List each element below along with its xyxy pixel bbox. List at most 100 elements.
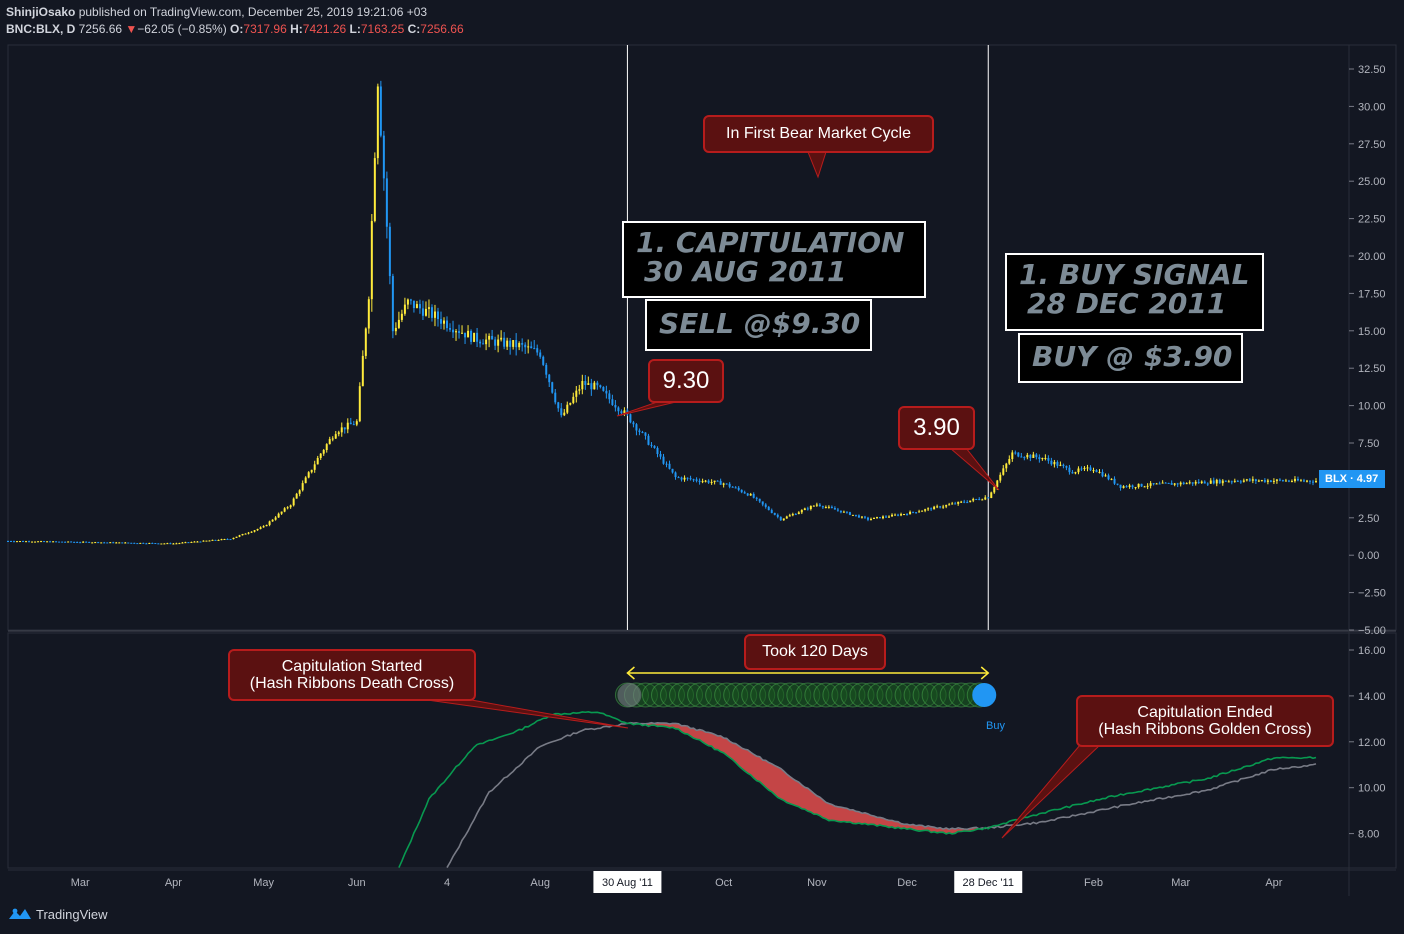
candle-body: [34, 541, 37, 543]
candle-body: [100, 542, 103, 544]
symbol-label[interactable]: BNC:BLX, D: [6, 22, 76, 36]
candle-body: [1080, 468, 1083, 470]
candle-body: [719, 480, 722, 485]
date-highlight-box: [954, 871, 1023, 893]
candle-body: [364, 328, 367, 356]
candle-body: [590, 383, 593, 390]
candle-body: [888, 516, 891, 518]
publish-info: ShinjiOsako published on TradingView.com…: [6, 4, 464, 21]
candle-body: [827, 506, 830, 508]
candle-body: [632, 422, 635, 425]
price-390-pointer: [948, 447, 1000, 491]
candle-body: [1053, 461, 1056, 465]
candle-body: [1155, 483, 1158, 485]
cap-ended-pointer: [1001, 744, 1102, 839]
candle-body: [55, 541, 58, 543]
candle-body: [232, 537, 235, 540]
capitulation-box[interactable]: 1. CAPITULATION 30 AUG 2011: [622, 221, 926, 298]
candle-body: [1101, 471, 1104, 477]
candle-body: [903, 514, 906, 516]
time-tick-label: Oct: [715, 877, 732, 889]
buy-marker-label: Buy: [986, 720, 1005, 732]
candle-body: [1182, 482, 1185, 484]
candle-body: [698, 480, 701, 482]
candle-body: [373, 158, 376, 222]
capitulation-dot: [831, 682, 857, 708]
candle-body: [379, 86, 382, 136]
capitulation-title: 1. CAPITULATION: [636, 226, 905, 259]
capitulation-dot: [939, 682, 965, 708]
candle-body: [67, 541, 70, 543]
candle-body: [1014, 452, 1017, 454]
candle-body: [1122, 486, 1125, 488]
candle-body: [271, 519, 274, 522]
candle-body: [906, 514, 909, 516]
candle-body: [1302, 480, 1305, 482]
capitulation-dot: [714, 682, 740, 708]
candle-body: [509, 340, 512, 347]
candle-body: [1284, 480, 1287, 482]
candle-body: [1212, 480, 1215, 484]
capitulation-ended-callout[interactable]: Capitulation Ended (Hash Ribbons Golden …: [1076, 695, 1334, 747]
time-tick-label: Jun: [348, 877, 366, 889]
candle-body: [1038, 457, 1041, 460]
capitulation-started-callout[interactable]: Capitulation Started (Hash Ribbons Death…: [228, 649, 476, 701]
buy-signal-box[interactable]: 1. BUY SIGNAL 28 DEC 2011: [1005, 253, 1264, 331]
candle-body: [250, 531, 253, 533]
candle-body: [421, 308, 424, 316]
candle-body: [866, 517, 869, 520]
candle-body: [109, 542, 112, 544]
price-930-pointer: [616, 400, 681, 417]
candle-body: [1047, 457, 1050, 461]
candle-body: [533, 348, 536, 350]
candle-body: [521, 343, 524, 345]
capitulation-dot: [669, 682, 695, 708]
candle-body: [394, 327, 397, 332]
candle-body: [972, 498, 975, 501]
candle-body: [527, 346, 530, 348]
price-390-callout[interactable]: 3.90: [898, 406, 975, 450]
sell-box[interactable]: SELL @$9.30: [645, 299, 872, 351]
candle-body: [346, 422, 349, 430]
first-capitulation-dot: [617, 683, 642, 707]
candle-body: [891, 514, 894, 517]
candle-body: [966, 502, 969, 504]
capitulation-dot: [768, 682, 794, 708]
candle-body: [1083, 467, 1086, 470]
candle-body: [1245, 479, 1248, 481]
candle-body: [488, 335, 491, 340]
candle-body: [1191, 482, 1194, 484]
candle-body: [358, 386, 361, 422]
candle-body: [503, 337, 506, 347]
candle-body: [818, 504, 821, 507]
badge-value: 4.97: [1356, 473, 1379, 485]
price-930-callout[interactable]: 9.30: [648, 359, 724, 403]
candle-body: [433, 311, 436, 318]
candle-body: [683, 477, 686, 480]
candle-body: [1092, 470, 1095, 472]
author-name[interactable]: ShinjiOsako: [6, 5, 76, 19]
price-tick-label: 27.50: [1358, 139, 1386, 151]
footer-brand[interactable]: TradingView: [8, 906, 108, 922]
candle-body: [554, 392, 557, 403]
candle-body: [939, 506, 942, 508]
candle-body: [127, 542, 130, 544]
candle-body: [836, 509, 839, 511]
candle-body: [91, 542, 94, 544]
candle-body: [824, 507, 827, 509]
candle-body: [142, 542, 145, 544]
buy-box[interactable]: BUY @ $3.90: [1018, 333, 1243, 383]
took-days-text: Took 120 Days: [762, 643, 868, 660]
candle-body: [491, 335, 494, 340]
candle-body: [767, 506, 770, 511]
candle-body: [262, 526, 265, 528]
capitulation-dot: [732, 682, 758, 708]
capitulation-dot: [876, 682, 902, 708]
bear-cycle-callout[interactable]: In First Bear Market Cycle: [703, 115, 934, 153]
candle-body: [1149, 483, 1152, 486]
candle-body: [656, 447, 659, 455]
candle-body: [265, 524, 268, 527]
candle-body: [16, 541, 19, 543]
took-days-callout[interactable]: Took 120 Days: [744, 634, 886, 670]
